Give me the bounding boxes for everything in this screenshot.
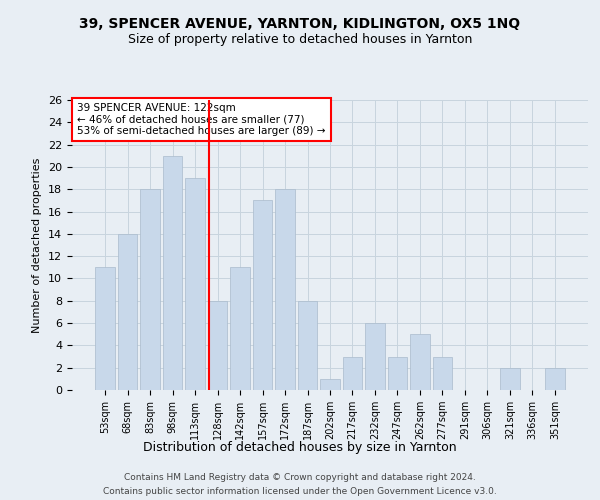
Bar	[410, 334, 430, 390]
Bar	[95, 268, 115, 390]
Bar	[388, 356, 407, 390]
Text: Distribution of detached houses by size in Yarnton: Distribution of detached houses by size …	[143, 441, 457, 454]
Y-axis label: Number of detached properties: Number of detached properties	[32, 158, 43, 332]
Text: Contains public sector information licensed under the Open Government Licence v3: Contains public sector information licen…	[103, 486, 497, 496]
Bar	[320, 379, 340, 390]
Bar	[433, 356, 452, 390]
Bar	[185, 178, 205, 390]
Bar	[140, 189, 160, 390]
Bar	[163, 156, 182, 390]
Bar	[253, 200, 272, 390]
Bar	[298, 301, 317, 390]
Text: 39, SPENCER AVENUE, YARNTON, KIDLINGTON, OX5 1NQ: 39, SPENCER AVENUE, YARNTON, KIDLINGTON,…	[79, 18, 521, 32]
Text: Size of property relative to detached houses in Yarnton: Size of property relative to detached ho…	[128, 32, 472, 46]
Bar	[365, 323, 385, 390]
Text: Contains HM Land Registry data © Crown copyright and database right 2024.: Contains HM Land Registry data © Crown c…	[124, 473, 476, 482]
Bar	[118, 234, 137, 390]
Bar	[208, 301, 227, 390]
Bar	[545, 368, 565, 390]
Text: 39 SPENCER AVENUE: 122sqm
← 46% of detached houses are smaller (77)
53% of semi-: 39 SPENCER AVENUE: 122sqm ← 46% of detac…	[77, 103, 326, 136]
Bar	[500, 368, 520, 390]
Bar	[275, 189, 295, 390]
Bar	[230, 268, 250, 390]
Bar	[343, 356, 362, 390]
